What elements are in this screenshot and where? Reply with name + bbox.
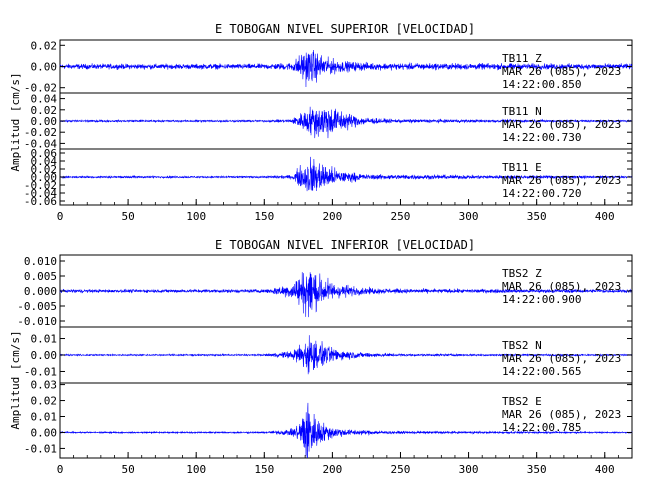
- y-tick-label: -0.02: [24, 82, 57, 95]
- y-tick-label: 0.01: [31, 411, 58, 424]
- x-tick-label: 50: [121, 463, 134, 476]
- waveform-tb11-n: [59, 106, 633, 139]
- y-tick-label: 0.010: [24, 255, 57, 268]
- y-tick-label: 0.02: [31, 39, 58, 52]
- y-tick-label: 0.00: [31, 426, 58, 439]
- waveform-tb11-e: [59, 156, 633, 192]
- x-tick-label: 350: [527, 463, 547, 476]
- y-tick-label: 0.00: [31, 61, 58, 74]
- y-tick-label: 0.00: [31, 171, 58, 184]
- y-tick-label: -0.01: [24, 365, 57, 378]
- y-tick-label: -0.02: [24, 179, 57, 192]
- y-tick-label: 0.005: [24, 270, 57, 283]
- trace-time-label: 14:22:00.720: [502, 187, 581, 200]
- trace-station-label: TBS2 Z: [502, 267, 542, 280]
- y-tick-label: 0.00: [31, 349, 58, 362]
- y-tick-label: -0.005: [17, 300, 57, 313]
- y-tick-label: -0.06: [24, 195, 57, 208]
- y-tick-label: -0.04: [24, 187, 57, 200]
- y-tick-label: 0.02: [31, 163, 58, 176]
- x-tick-label: 300: [459, 210, 479, 223]
- x-tick-label: 250: [391, 463, 411, 476]
- ylabel-superior: Amplitud [cm/s]: [9, 72, 22, 171]
- x-tick-label: 50: [121, 210, 134, 223]
- y-tick-label: 0.000: [24, 285, 57, 298]
- y-tick-label: 0.06: [31, 147, 58, 160]
- waveform-tb11-z: [59, 50, 633, 87]
- trace-station-label: TB11 E: [502, 161, 542, 174]
- x-tick-label: 100: [186, 463, 206, 476]
- x-tick-label: 150: [254, 210, 274, 223]
- x-tick-label: 250: [391, 210, 411, 223]
- trace-time-label: 14:22:00.730: [502, 131, 581, 144]
- trace-date-label: MAR 26 (085), 2023: [502, 408, 621, 421]
- trace-time-label: 14:22:00.900: [502, 293, 581, 306]
- trace-date-label: MAR 26 (085), 2023: [502, 65, 621, 78]
- trace-date-label: MAR 26 (085), 2023: [502, 280, 621, 293]
- y-tick-label: 0.00: [31, 115, 58, 128]
- x-tick-label: 0: [57, 210, 64, 223]
- trace-date-label: MAR 26 (085), 2023: [502, 352, 621, 365]
- y-tick-label: -0.01: [24, 442, 57, 455]
- x-tick-label: 0: [57, 463, 64, 476]
- x-tick-label: 400: [595, 463, 615, 476]
- y-tick-label: 0.04: [31, 93, 58, 106]
- trace-station-label: TB11 N: [502, 105, 542, 118]
- chart-title-superior: E TOBOGAN NIVEL SUPERIOR [VELOCIDAD]: [215, 22, 475, 36]
- trace-time-label: 14:22:00.785: [502, 421, 581, 434]
- chart-title-inferior: E TOBOGAN NIVEL INFERIOR [VELOCIDAD]: [215, 238, 475, 252]
- y-tick-label: 0.01: [31, 333, 58, 346]
- trace-date-label: MAR 26 (085), 2023: [502, 118, 621, 131]
- x-tick-label: 200: [322, 463, 342, 476]
- y-tick-label: -0.02: [24, 126, 57, 139]
- trace-station-label: TBS2 N: [502, 339, 542, 352]
- x-tick-label: 150: [254, 463, 274, 476]
- trace-station-label: TB11 Z: [502, 52, 542, 65]
- x-tick-label: 100: [186, 210, 206, 223]
- waveform-tbs2-e: [59, 402, 633, 459]
- x-tick-label: 300: [459, 463, 479, 476]
- waveform-tbs2-n: [59, 335, 633, 375]
- trace-station-label: TBS2 E: [502, 395, 542, 408]
- y-tick-label: 0.03: [31, 379, 58, 392]
- x-tick-label: 350: [527, 210, 547, 223]
- x-tick-label: 200: [322, 210, 342, 223]
- y-tick-label: 0.02: [31, 395, 58, 408]
- waveform-tbs2-z: [59, 272, 633, 318]
- y-tick-label: -0.04: [24, 137, 57, 150]
- y-tick-label: 0.02: [31, 104, 58, 117]
- trace-date-label: MAR 26 (085), 2023: [502, 174, 621, 187]
- y-tick-label: 0.04: [31, 155, 58, 168]
- trace-time-label: 14:22:00.850: [502, 78, 581, 91]
- ylabel-inferior: Amplitud [cm/s]: [9, 330, 22, 429]
- x-tick-label: 400: [595, 210, 615, 223]
- y-tick-label: -0.010: [17, 315, 57, 328]
- trace-time-label: 14:22:00.565: [502, 365, 581, 378]
